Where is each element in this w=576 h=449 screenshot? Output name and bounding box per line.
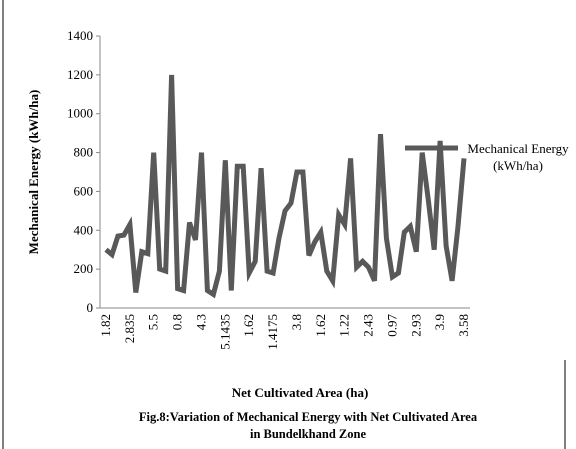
x-axis-title: Net Cultivated Area (ha) [232,385,369,400]
y-tick-label: 200 [74,261,94,276]
y-tick-label: 1400 [67,28,93,43]
x-tick-label: 0.8 [170,314,185,330]
x-tick-label: 2.43 [361,314,376,337]
caption: Fig.8:Variation of Mechanical Energy wit… [139,410,478,424]
x-tick-label: 1.62 [313,314,328,337]
y-tick-label: 600 [74,183,94,198]
x-tick-label: 1.82 [98,314,113,337]
caption: in Bundelkhand Zone [250,427,366,441]
y-tick-label: 1000 [67,106,93,121]
data-line [104,74,467,299]
x-tick-label: 1.4175 [265,314,280,350]
y-tick-label: 0 [87,300,94,315]
x-tick-label: 2.835 [122,314,137,343]
y-tick-label: 800 [74,145,94,160]
y-tick-label: 400 [74,222,94,237]
x-tick-label: 0.97 [384,314,399,337]
x-tick-label: 3.9 [432,314,447,330]
x-tick-label: 5.5 [146,314,161,330]
x-tick-label: 2.93 [408,314,423,337]
y-tick-label: 1200 [67,67,93,82]
x-tick-label: 1.22 [337,314,352,337]
x-tick-label: 1.62 [241,314,256,337]
x-tick-label: 3.8 [289,314,304,330]
x-tick-label: 3.58 [456,314,471,337]
x-tick-label: 4.3 [193,314,208,330]
legend-label: Mechanical Energy (kWh/ha) [467,141,569,173]
y-axis-title: Mechanical Energy (kWh/ha) [26,90,41,255]
x-tick-label: 5.1435 [217,314,232,350]
